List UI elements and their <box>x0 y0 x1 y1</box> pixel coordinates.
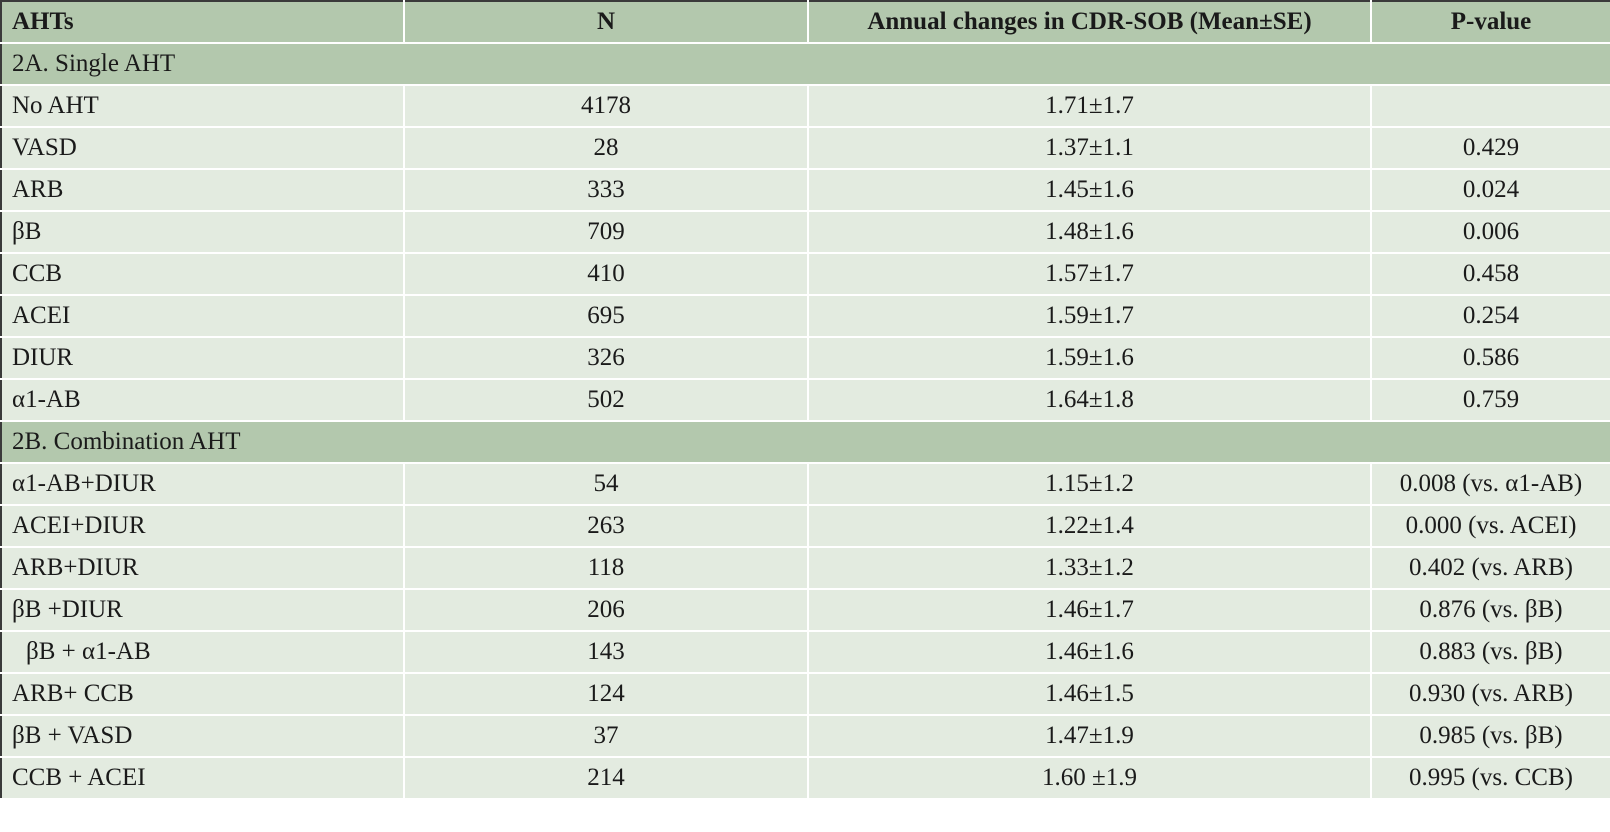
change-cell: 1.64±1.8 <box>808 379 1372 422</box>
change-cell: 1.45±1.6 <box>808 169 1372 212</box>
p-value-cell: 0.985 (vs. βB) <box>1371 715 1610 758</box>
aht-cell: CCB <box>1 253 405 296</box>
change-cell: 1.71±1.7 <box>808 85 1372 128</box>
p-value-cell: 0.759 <box>1371 379 1610 422</box>
n-cell: 502 <box>404 379 809 422</box>
p-value-cell: 0.024 <box>1371 169 1610 212</box>
change-cell: 1.60 ±1.9 <box>808 757 1372 800</box>
p-value-cell: 0.883 (vs. βB) <box>1371 631 1610 674</box>
p-value-cell: 0.930 (vs. ARB) <box>1371 673 1610 716</box>
n-cell: 410 <box>404 253 809 296</box>
n-cell: 37 <box>404 715 809 758</box>
p-value-cell: 0.458 <box>1371 253 1610 296</box>
change-cell: 1.46±1.5 <box>808 673 1372 716</box>
n-cell: 333 <box>404 169 809 212</box>
p-value-cell: 0.008 (vs. α1-AB) <box>1371 463 1610 506</box>
aht-cell: βB +DIUR <box>1 589 405 632</box>
aht-cell: VASD <box>1 127 405 170</box>
aht-cell: ACEI <box>1 295 405 338</box>
aht-cell: βB <box>1 211 405 254</box>
n-cell: 143 <box>404 631 809 674</box>
change-cell: 1.59±1.6 <box>808 337 1372 380</box>
table-row: VASD 28 1.37±1.1 0.429 <box>1 127 1610 170</box>
change-cell: 1.15±1.2 <box>808 463 1372 506</box>
table-row: ACEI 695 1.59±1.7 0.254 <box>1 295 1610 338</box>
n-cell: 118 <box>404 547 809 590</box>
aht-cell: ARB+ CCB <box>1 673 405 716</box>
change-cell: 1.46±1.7 <box>808 589 1372 632</box>
n-cell: 695 <box>404 295 809 338</box>
aht-cell: α1-AB <box>1 379 405 422</box>
n-cell: 214 <box>404 757 809 800</box>
aht-cell: ARB+DIUR <box>1 547 405 590</box>
section-title: 2A. Single AHT <box>1 43 1610 86</box>
aht-cell: CCB + ACEI <box>1 757 405 800</box>
n-cell: 326 <box>404 337 809 380</box>
change-cell: 1.37±1.1 <box>808 127 1372 170</box>
header-p-value: P-value <box>1371 1 1610 44</box>
table-row: ARB 333 1.45±1.6 0.024 <box>1 169 1610 212</box>
aht-cell: No AHT <box>1 85 405 128</box>
header-annual-change: Annual changes in CDR-SOB (Mean±SE) <box>808 1 1372 44</box>
p-value-cell: 0.995 (vs. CCB) <box>1371 757 1610 800</box>
n-cell: 124 <box>404 673 809 716</box>
table-row: No AHT 4178 1.71±1.7 <box>1 85 1610 128</box>
section-title: 2B. Combination AHT <box>1 421 1610 464</box>
table-row: DIUR 326 1.59±1.6 0.586 <box>1 337 1610 380</box>
p-value-cell: 0.429 <box>1371 127 1610 170</box>
table-row: ARB+DIUR 118 1.33±1.2 0.402 (vs. ARB) <box>1 547 1610 590</box>
p-value-cell: 0.254 <box>1371 295 1610 338</box>
table-row: CCB 410 1.57±1.7 0.458 <box>1 253 1610 296</box>
table-row: βB + α1-AB 143 1.46±1.6 0.883 (vs. βB) <box>1 631 1610 674</box>
change-cell: 1.48±1.6 <box>808 211 1372 254</box>
aht-cell: ACEI+DIUR <box>1 505 405 548</box>
table-row: βB +DIUR 206 1.46±1.7 0.876 (vs. βB) <box>1 589 1610 632</box>
change-cell: 1.47±1.9 <box>808 715 1372 758</box>
table-row: βB + VASD 37 1.47±1.9 0.985 (vs. βB) <box>1 715 1610 758</box>
n-cell: 54 <box>404 463 809 506</box>
p-value-cell <box>1371 85 1610 128</box>
aht-cell: α1-AB+DIUR <box>1 463 405 506</box>
change-cell: 1.46±1.6 <box>808 631 1372 674</box>
change-cell: 1.59±1.7 <box>808 295 1372 338</box>
aht-cell: βB + α1-AB <box>1 631 405 674</box>
aht-cdr-sob-table: AHTs N Annual changes in CDR-SOB (Mean±S… <box>0 0 1610 800</box>
change-cell: 1.22±1.4 <box>808 505 1372 548</box>
table-row: ACEI+DIUR 263 1.22±1.4 0.000 (vs. ACEI) <box>1 505 1610 548</box>
p-value-cell: 0.586 <box>1371 337 1610 380</box>
header-n: N <box>404 1 809 44</box>
n-cell: 4178 <box>404 85 809 128</box>
change-cell: 1.57±1.7 <box>808 253 1372 296</box>
n-cell: 709 <box>404 211 809 254</box>
table-row: α1-AB+DIUR 54 1.15±1.2 0.008 (vs. α1-AB) <box>1 463 1610 506</box>
table-row: CCB + ACEI 214 1.60 ±1.9 0.995 (vs. CCB) <box>1 757 1610 800</box>
n-cell: 28 <box>404 127 809 170</box>
aht-cell: βB + VASD <box>1 715 405 758</box>
n-cell: 206 <box>404 589 809 632</box>
section-row-combination-aht: 2B. Combination AHT <box>1 421 1610 464</box>
change-cell: 1.33±1.2 <box>808 547 1372 590</box>
section-row-single-aht: 2A. Single AHT <box>1 43 1610 86</box>
table-row: α1-AB 502 1.64±1.8 0.759 <box>1 379 1610 422</box>
table-row: ARB+ CCB 124 1.46±1.5 0.930 (vs. ARB) <box>1 673 1610 716</box>
p-value-cell: 0.000 (vs. ACEI) <box>1371 505 1610 548</box>
aht-cell: ARB <box>1 169 405 212</box>
header-row: AHTs N Annual changes in CDR-SOB (Mean±S… <box>1 1 1610 44</box>
header-aht: AHTs <box>1 1 405 44</box>
p-value-cell: 0.402 (vs. ARB) <box>1371 547 1610 590</box>
p-value-cell: 0.006 <box>1371 211 1610 254</box>
aht-cell: DIUR <box>1 337 405 380</box>
table-row: βB 709 1.48±1.6 0.006 <box>1 211 1610 254</box>
p-value-cell: 0.876 (vs. βB) <box>1371 589 1610 632</box>
n-cell: 263 <box>404 505 809 548</box>
